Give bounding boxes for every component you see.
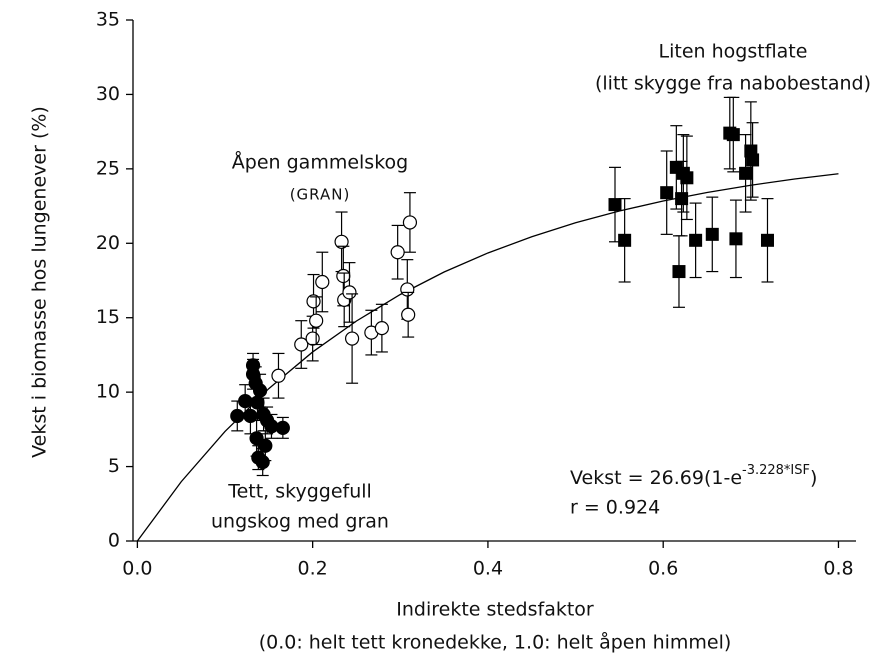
point	[294, 337, 309, 352]
point	[258, 438, 273, 453]
point	[374, 321, 389, 336]
y-tick-label: 5	[108, 455, 120, 477]
equation-base: Vekst = 26.69(1-e	[570, 467, 742, 489]
point	[739, 166, 753, 180]
point	[400, 282, 415, 297]
point	[315, 274, 330, 290]
equation-exponent: -3.228*ISF	[742, 463, 810, 478]
point	[618, 233, 632, 247]
point	[608, 198, 622, 212]
point	[305, 331, 320, 346]
point	[689, 233, 703, 247]
y-tick-label: 25	[96, 157, 120, 179]
annotation: (GRAN)	[290, 186, 351, 204]
annotation: ungskog med gran	[211, 511, 389, 533]
point	[230, 408, 245, 424]
point	[675, 192, 689, 206]
point	[402, 215, 418, 230]
point	[271, 368, 286, 383]
y-tick-label: 30	[96, 83, 120, 105]
y-tick-label: 35	[96, 9, 120, 31]
x-tick-label: 0.6	[648, 558, 678, 580]
point	[401, 307, 416, 322]
equation: Vekst = 26.69(1-e-3.228*ISF)	[570, 463, 817, 489]
point	[660, 186, 674, 200]
point	[390, 245, 405, 260]
y-tick-label: 20	[96, 232, 120, 254]
point	[705, 227, 719, 241]
point	[672, 265, 686, 279]
annotation: Tett, skyggefull	[227, 481, 372, 503]
point	[255, 455, 270, 470]
y-tick-label: 15	[96, 306, 120, 328]
point	[309, 313, 324, 328]
x-tick-label: 0.8	[823, 558, 853, 580]
point	[238, 393, 253, 409]
point	[746, 153, 760, 167]
point	[760, 233, 774, 247]
point	[336, 268, 351, 284]
annotation: (litt skygge fra nabobestand)	[595, 73, 871, 95]
point	[342, 285, 357, 300]
point	[680, 171, 694, 185]
r-value: r = 0.924	[570, 497, 660, 519]
point	[306, 294, 321, 309]
annotation: Liten hogstflate	[659, 41, 808, 63]
point	[726, 128, 740, 142]
x-tick-label: 0.0	[122, 558, 152, 580]
x-axis-title: Indirekte stedsfaktor	[396, 599, 594, 621]
x-tick-label: 0.4	[473, 558, 503, 580]
x-axis-subtitle: (0.0: helt tett kronedekke, 1.0: helt åp…	[259, 631, 732, 654]
point	[275, 420, 290, 435]
x-tick-label: 0.2	[298, 558, 328, 580]
point	[729, 232, 743, 246]
y-tick-label: 0	[108, 530, 120, 552]
y-tick-label: 10	[96, 381, 120, 403]
point	[344, 331, 360, 346]
annotation: Åpen gammelskog	[232, 151, 408, 174]
point	[252, 383, 268, 398]
equation-close: )	[810, 467, 817, 489]
point	[334, 234, 349, 249]
y-axis-title: Vekst i biomasse hos lungenever (%)	[29, 106, 51, 458]
